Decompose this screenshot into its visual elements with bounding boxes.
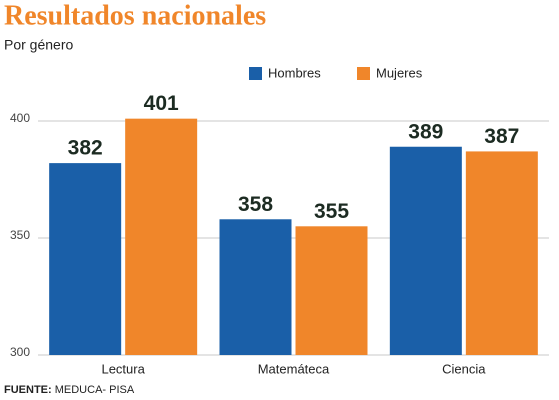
legend-label: Mujeres (376, 65, 423, 80)
chart-subtitle: Por género (4, 37, 73, 53)
bar (295, 226, 368, 355)
source: FUENTE: MEDUCA- PISA (4, 384, 135, 396)
bar (389, 146, 462, 355)
legend-swatch (249, 67, 262, 80)
chart-title: Resultados nacionales (4, 0, 266, 31)
legend-swatch (357, 67, 370, 80)
value-label: 382 (68, 137, 103, 160)
value-label: 401 (144, 92, 179, 115)
x-tick-label: Matemáteca (258, 361, 330, 376)
value-label: 355 (314, 200, 349, 223)
source-text: MEDUCA- PISA (55, 384, 135, 396)
y-tick-label: 350 (10, 228, 30, 242)
source-label: FUENTE: (4, 384, 52, 396)
bar (125, 118, 198, 355)
y-tick-label: 400 (10, 111, 30, 125)
legend-label: Hombres (268, 65, 321, 80)
bar (219, 219, 292, 355)
x-tick-label: Lectura (101, 361, 145, 376)
bar (49, 163, 122, 355)
value-label: 358 (238, 193, 273, 216)
value-label: 389 (408, 120, 443, 143)
x-tick-label: Ciencia (442, 361, 486, 376)
bar (465, 151, 538, 355)
y-tick-label: 300 (10, 345, 30, 359)
value-label: 387 (484, 125, 519, 148)
